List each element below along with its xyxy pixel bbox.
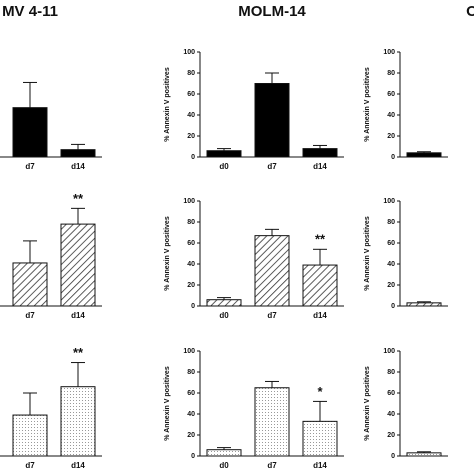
y-tick-label: 100: [183, 348, 195, 355]
y-tick-label: 20: [187, 432, 195, 439]
y-tick-label: 0: [391, 453, 395, 460]
significance: **: [73, 191, 84, 206]
bar: [406, 152, 442, 158]
y-tick-label: 60: [187, 91, 195, 98]
x-tick-label: d7: [267, 461, 277, 470]
y-tick-label: 80: [387, 369, 395, 376]
y-tick-label: 80: [187, 70, 195, 77]
bar: [406, 302, 442, 307]
y-tick-label: 80: [187, 219, 195, 226]
y-tick-label: 20: [187, 133, 195, 140]
x-tick-label: d14: [71, 162, 85, 171]
y-tick-label: 40: [187, 411, 195, 418]
bar: [302, 420, 338, 457]
bar: [254, 235, 290, 307]
panel-title: O: [466, 3, 474, 20]
x-tick-label: d14: [313, 461, 327, 470]
y-tick-label: 60: [187, 240, 195, 247]
x-tick-label: d0: [219, 461, 229, 470]
bar: [254, 387, 290, 457]
y-tick-label: 80: [387, 219, 395, 226]
y-tick-label: 100: [383, 348, 395, 355]
y-tick-label: 40: [187, 261, 195, 268]
y-tick-label: 60: [387, 91, 395, 98]
y-tick-label: 20: [187, 282, 195, 289]
bar: [12, 414, 48, 457]
bar: [206, 299, 242, 307]
bar: [302, 264, 338, 307]
y-tick-label: 100: [183, 198, 195, 205]
y-tick-label: 40: [387, 112, 395, 119]
bar: [12, 107, 48, 158]
y-axis-label: % Annexin V positives: [364, 216, 371, 291]
x-tick-label: d7: [25, 162, 35, 171]
bar: [60, 386, 96, 457]
y-tick-label: 80: [387, 70, 395, 77]
y-tick-label: 40: [387, 261, 395, 268]
bar: [406, 452, 442, 457]
y-tick-label: 0: [191, 154, 195, 161]
y-tick-label: 0: [191, 303, 195, 310]
y-axis-label: % Annexin V positives: [364, 67, 371, 142]
bar: [254, 83, 290, 158]
x-tick-label: d14: [71, 311, 85, 320]
y-tick-label: 100: [383, 49, 395, 56]
y-axis-label: % Annexin V positives: [164, 216, 171, 291]
y-tick-label: 40: [187, 112, 195, 119]
x-tick-label: d7: [267, 311, 277, 320]
x-tick-label: d14: [313, 162, 327, 171]
x-tick-label: d14: [71, 461, 85, 470]
y-axis-label: % Annexin V positives: [164, 366, 171, 441]
x-tick-label: d7: [25, 311, 35, 320]
x-tick-label: d0: [219, 311, 229, 320]
y-tick-label: 0: [391, 303, 395, 310]
y-tick-label: 100: [183, 49, 195, 56]
significance: **: [73, 345, 84, 360]
x-tick-label: d7: [25, 461, 35, 470]
bar: [206, 449, 242, 457]
panel-title: MV 4-11: [2, 3, 58, 20]
y-axis-label: % Annexin V positives: [164, 67, 171, 142]
y-tick-label: 100: [383, 198, 395, 205]
bar: [60, 149, 96, 158]
x-tick-label: d0: [219, 162, 229, 171]
y-tick-label: 20: [387, 282, 395, 289]
bar: [206, 150, 242, 158]
y-tick-label: 0: [391, 154, 395, 161]
y-tick-label: 80: [187, 369, 195, 376]
y-tick-label: 60: [387, 390, 395, 397]
significance: **: [315, 232, 326, 247]
y-tick-label: 40: [387, 411, 395, 418]
y-tick-label: 60: [387, 240, 395, 247]
x-tick-label: d7: [267, 162, 277, 171]
y-axis-label: % Annexin V positives: [364, 366, 371, 441]
y-tick-label: 20: [387, 432, 395, 439]
significance: *: [317, 384, 323, 399]
bar: [60, 223, 96, 307]
bar: [12, 262, 48, 307]
bar: [302, 148, 338, 158]
y-tick-label: 0: [191, 453, 195, 460]
x-tick-label: d14: [313, 311, 327, 320]
y-tick-label: 20: [387, 133, 395, 140]
panel-title: MOLM-14: [238, 3, 306, 20]
y-tick-label: 60: [187, 390, 195, 397]
